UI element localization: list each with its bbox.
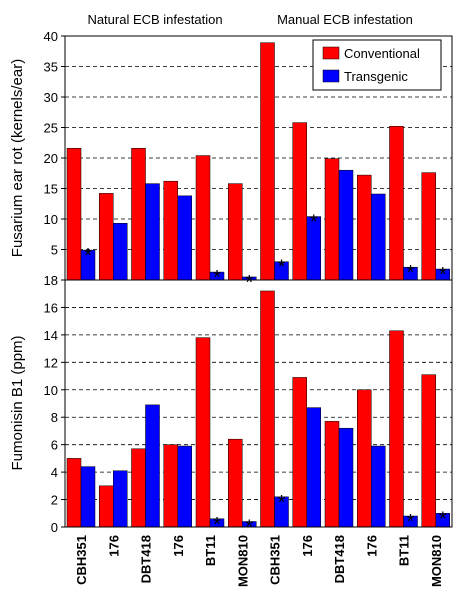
bottom-bar-conventional: [421, 374, 436, 528]
top-y-tick-label: 10: [44, 212, 58, 227]
bottom-bar-transgenic: [145, 404, 160, 528]
top-bar-transgenic: [177, 195, 192, 281]
bottom-bar-transgenic: [306, 407, 321, 528]
bottom-y-tick-label: 6: [51, 438, 58, 453]
bottom-significance-star: *: [245, 517, 253, 539]
x-category-label: BT11: [203, 535, 218, 566]
top-bar-conventional: [292, 122, 307, 281]
bottom-y-tick-label: 16: [44, 300, 58, 315]
bottom-bar-conventional: [357, 389, 372, 528]
top-bar-conventional: [131, 147, 146, 281]
legend-swatch-conventional: [322, 46, 340, 60]
bottom-y-tick-label: 8: [51, 410, 58, 425]
top-y-tick-label: 15: [44, 182, 58, 197]
x-category-label: MON810: [235, 535, 250, 587]
top-significance-star: *: [439, 264, 447, 286]
bottom-y-tick-label: 2: [51, 493, 58, 508]
bottom-bar-transgenic: [177, 445, 192, 528]
bottom-bar-conventional: [131, 448, 146, 528]
top-significance-star: *: [245, 272, 253, 294]
top-bar-conventional: [357, 174, 372, 281]
top-bar-conventional: [389, 126, 404, 281]
top-y-axis-title: Fusarium ear rot (kernels/ear): [9, 59, 26, 257]
x-category-label: 176: [300, 535, 315, 557]
top-y-tick-label: 20: [44, 151, 58, 166]
top-bar-conventional: [99, 193, 114, 281]
top-y-tick-label: 35: [44, 60, 58, 75]
bottom-bar-conventional: [292, 377, 307, 528]
top-y-tick-label: 30: [44, 90, 58, 105]
top-bar-transgenic: [371, 193, 386, 281]
bottom-bar-transgenic: [80, 466, 96, 528]
top-bar-conventional: [260, 42, 275, 281]
x-category-label: BT11: [397, 535, 412, 566]
top-y-tick-label: 5: [51, 243, 58, 258]
top-significance-star: *: [84, 245, 92, 267]
top-bar-conventional: [228, 183, 243, 281]
top-bar-transgenic: [338, 169, 354, 281]
top-y-tick-label: 25: [44, 121, 58, 136]
top-significance-star: *: [213, 267, 221, 289]
group-title-natural: Natural ECB infestation: [87, 12, 222, 27]
x-category-labels: CBH351 176 DBT418 176 BT11 MON810 CBH351 176 DBT…: [74, 535, 444, 587]
group-title-manual: Manual ECB infestation: [277, 12, 413, 27]
bottom-bar-conventional: [228, 438, 243, 528]
bottom-y-tick-label: 4: [51, 465, 58, 480]
x-category-label: CBH351: [74, 535, 89, 585]
top-bar-conventional: [66, 147, 82, 281]
bottom-y-tick-label: 0: [51, 520, 58, 535]
bottom-y-axis-title: Fumonisin B1 (ppm): [9, 335, 26, 470]
bottom-bar-conventional: [66, 458, 82, 528]
bottom-plot-frame: [64, 279, 453, 528]
bottom-significance-star: *: [278, 492, 286, 514]
top-significance-star: *: [278, 257, 286, 279]
bottom-bar-transgenic: [113, 470, 128, 528]
top-significance-star: *: [310, 212, 318, 234]
bottom-bar-conventional: [389, 330, 404, 528]
bottom-y-tick-label: 12: [44, 355, 58, 370]
legend: Conventional Transgenic: [312, 39, 442, 91]
x-category-label: MON810: [429, 535, 444, 587]
legend-label-transgenic: Transgenic: [344, 69, 408, 84]
bottom-y-tick-label: 10: [44, 383, 58, 398]
bottom-y-ticks: 0 2 4 6 8 10 12 14 16 18: [44, 273, 65, 535]
bottom-bar-conventional: [163, 444, 178, 528]
bottom-bar-conventional: [195, 337, 211, 528]
x-category-label: CBH351: [268, 535, 283, 585]
bottom-y-tick-label: 14: [44, 328, 58, 343]
bottom-bars: * * * * *: [66, 290, 450, 539]
top-y-ticks: 5 10 15 20 25 30 35 40: [44, 29, 65, 281]
top-bar-conventional: [324, 158, 340, 281]
bottom-significance-star: *: [407, 511, 415, 533]
bottom-gridlines: [65, 307, 452, 500]
bottom-bar-conventional: [324, 421, 340, 528]
bottom-bar-transgenic: [371, 445, 386, 528]
bottom-bar-conventional: [99, 485, 114, 528]
legend-swatch-transgenic: [322, 69, 340, 83]
x-category-label: 176: [106, 535, 121, 557]
top-bars: * * * * * * *: [66, 42, 450, 294]
bottom-significance-star: *: [213, 514, 221, 536]
x-category-label: DBT418: [332, 535, 347, 583]
bottom-y-tick-label: 18: [44, 273, 58, 288]
top-bar-transgenic: [145, 183, 160, 281]
top-bar-transgenic: [113, 223, 128, 281]
bottom-significance-star: *: [439, 508, 447, 530]
bottom-bar-transgenic: [338, 427, 354, 528]
top-bar-conventional: [163, 180, 178, 281]
top-bar-conventional: [421, 172, 436, 281]
x-category-label: 176: [171, 535, 186, 557]
top-significance-star: *: [407, 262, 415, 284]
x-category-label: 176: [364, 535, 379, 557]
x-category-label: DBT418: [139, 535, 154, 583]
legend-label-conventional: Conventional: [344, 46, 420, 61]
bottom-bar-conventional: [260, 290, 275, 528]
top-bar-conventional: [195, 155, 211, 281]
top-y-tick-label: 40: [44, 29, 58, 44]
